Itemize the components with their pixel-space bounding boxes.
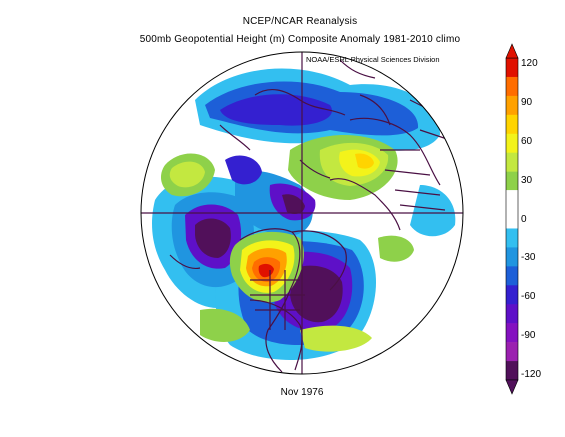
colorbar-cell [506,76,518,97]
colorbar-tick-label: 90 [521,96,533,108]
date-label: Nov 1976 [280,387,324,398]
map-boundary [140,51,464,375]
colorbar-cell [506,285,518,305]
colorbar-cell [506,323,518,343]
colorbar-cell [506,171,518,191]
colorbar-cell [506,342,518,362]
colorbar-bottom-arrow [505,379,519,395]
colorbar-cell [506,304,518,324]
colorbar-cells [505,57,519,381]
colorbar-cell [506,133,518,154]
colorbar-tick-label: -30 [521,252,536,264]
title-line-2: 500mb Geopotential Height (m) Composite … [139,34,461,45]
colorbar-cell [506,58,518,78]
colorbar-tick-label: 0 [521,213,527,225]
colorbar-tick-label: -60 [521,291,536,303]
colorbar-top-arrow [505,43,519,59]
colorbar-cell [506,152,518,172]
coastlines [169,59,451,373]
colorbar-tick-label: 120 [521,58,538,69]
colorbar-cell [506,114,518,135]
colorbar-cell [506,228,518,248]
credit-label: NOAA/ESRL Physical Sciences Division [306,55,440,64]
colorbar-tick-label: 30 [521,174,533,186]
colorbar-tick-label: -120 [521,369,542,380]
title-line-1: NCEP/NCAR Reanalysis [242,16,358,27]
colorbar-tick-label: 60 [521,135,533,147]
colorbar-cell [506,95,518,116]
colorbar-cell [506,266,518,286]
colorbar-cell [506,247,518,267]
colorbar-tick-label: -90 [521,330,536,342]
colorbar-cell [505,190,519,211]
colorbar-cell [506,361,518,381]
colorbar-cell [505,209,519,230]
